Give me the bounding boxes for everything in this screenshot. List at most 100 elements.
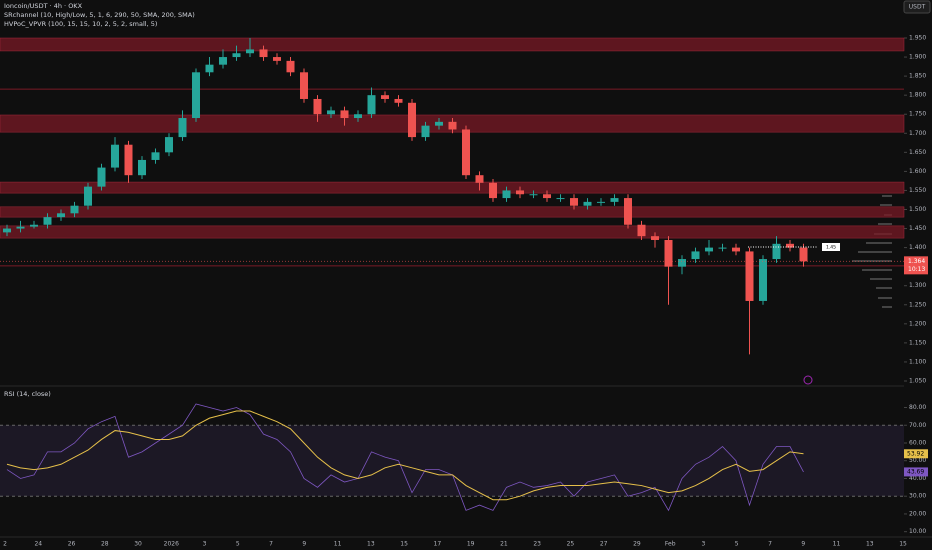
y-tick-label: 1.100 bbox=[909, 358, 926, 365]
candle-body bbox=[637, 224, 646, 237]
candle-body bbox=[259, 49, 268, 58]
candle-body bbox=[462, 129, 470, 176]
candle-body bbox=[273, 57, 281, 61]
candle-body bbox=[165, 137, 173, 153]
x-tick-label: 5 bbox=[236, 541, 240, 548]
candle-body bbox=[664, 239, 673, 267]
y-tick-label: 1.850 bbox=[909, 73, 926, 80]
candle-body bbox=[718, 247, 727, 249]
last-price-box bbox=[904, 256, 928, 275]
y-tick-label: 1.650 bbox=[909, 149, 926, 156]
candle-body bbox=[448, 121, 457, 130]
y-tick-label: 70.00 bbox=[909, 422, 926, 429]
sr-zone bbox=[0, 37, 905, 52]
candle-body bbox=[151, 152, 160, 160]
candle-body bbox=[624, 198, 632, 225]
y-tick-label: 30.00 bbox=[909, 493, 926, 500]
last-price-label: 1.364 bbox=[908, 258, 925, 265]
y-tick-label: 10.00 bbox=[909, 528, 926, 535]
x-tick-label: 5 bbox=[735, 541, 739, 548]
candle-body bbox=[30, 224, 38, 227]
x-tick-label: 15 bbox=[899, 541, 907, 548]
x-tick-label: 24 bbox=[34, 541, 42, 548]
candle-body bbox=[367, 95, 376, 115]
y-tick-label: 40.00 bbox=[909, 475, 926, 482]
candle-body bbox=[421, 125, 430, 138]
currency-box[interactable] bbox=[903, 0, 931, 14]
x-tick-label: 21 bbox=[500, 541, 508, 548]
candle-body bbox=[111, 144, 119, 168]
candle-body bbox=[799, 247, 808, 262]
x-tick-label: 23 bbox=[533, 541, 541, 548]
candle-body bbox=[772, 243, 781, 260]
candle-body bbox=[732, 247, 740, 252]
x-tick-label: 3 bbox=[702, 541, 706, 548]
y-tick-label: 1.200 bbox=[909, 320, 926, 327]
y-tick-label: 50.00 bbox=[909, 457, 926, 464]
y-tick-label: 1.450 bbox=[909, 225, 926, 232]
rsi-value-label: 53.92 bbox=[907, 450, 924, 457]
y-tick-label: 1.950 bbox=[909, 35, 926, 42]
candle-body bbox=[651, 236, 659, 240]
x-tick-label: 30 bbox=[134, 541, 142, 548]
candle-body bbox=[178, 118, 187, 138]
candle-body bbox=[43, 217, 52, 225]
sr-zone bbox=[0, 181, 905, 194]
sr-zone bbox=[0, 225, 905, 239]
candle-body bbox=[475, 175, 484, 183]
x-tick-label: 7 bbox=[768, 541, 772, 548]
countdown: 10:13 bbox=[908, 266, 925, 273]
y-tick-label: 1.700 bbox=[909, 130, 926, 137]
x-tick-label: 28 bbox=[101, 541, 109, 548]
y-tick-label: 1.900 bbox=[909, 54, 926, 61]
y-tick-label: 1.500 bbox=[909, 206, 926, 213]
candle-body bbox=[583, 201, 592, 206]
candle-body bbox=[381, 95, 389, 99]
x-tick-label: 26 bbox=[68, 541, 76, 548]
poc-box bbox=[822, 243, 840, 251]
candle-body bbox=[691, 251, 700, 260]
y-tick-label: 1.150 bbox=[909, 339, 926, 346]
x-tick-label: 25 bbox=[567, 541, 575, 548]
poc-label: 1.45 bbox=[826, 245, 836, 251]
candle-body bbox=[124, 144, 133, 176]
x-tick-label: 13 bbox=[367, 541, 375, 548]
candle-body bbox=[97, 167, 106, 187]
y-tick-label: 1.750 bbox=[909, 111, 926, 118]
x-tick-label: 15 bbox=[400, 541, 408, 548]
candle-body bbox=[192, 72, 200, 119]
x-tick-label: Feb bbox=[665, 541, 676, 548]
candle-body bbox=[502, 190, 511, 199]
y-tick-label: 1.550 bbox=[909, 187, 926, 194]
candle-body bbox=[327, 110, 335, 115]
y-tick-label: 1.050 bbox=[909, 378, 926, 385]
candle-body bbox=[759, 259, 767, 301]
candle-body bbox=[529, 194, 538, 196]
candle-body bbox=[610, 198, 619, 202]
x-tick-label: 11 bbox=[334, 541, 342, 548]
rsi-title: RSI (14, close) bbox=[4, 390, 51, 398]
rsi-value-box bbox=[904, 449, 928, 459]
rsi-line bbox=[6, 403, 804, 512]
y-tick-label: 60.00 bbox=[909, 439, 926, 446]
x-tick-label: 13 bbox=[866, 541, 874, 548]
candle-body bbox=[516, 190, 524, 195]
candle-body bbox=[435, 121, 443, 126]
rsi-value-box bbox=[904, 467, 928, 477]
candle-body bbox=[543, 194, 551, 199]
candle-body bbox=[786, 243, 794, 248]
x-tick-label: 7 bbox=[269, 541, 273, 548]
candle-body bbox=[84, 186, 92, 206]
event-icon[interactable] bbox=[803, 375, 813, 385]
x-tick-label: 2026 bbox=[164, 541, 179, 548]
candle-body bbox=[354, 114, 362, 119]
y-tick-label: 1.400 bbox=[909, 244, 926, 251]
candle-body bbox=[300, 72, 308, 99]
candle-body bbox=[408, 102, 416, 138]
indicator-label: SRchannel (10, High/Low, 5, 1, 6, 290, 5… bbox=[4, 11, 195, 19]
currency[interactable]: USDT bbox=[909, 4, 926, 11]
candle-body bbox=[489, 182, 497, 199]
rsi-band bbox=[0, 425, 904, 497]
x-tick-label: 27 bbox=[600, 541, 608, 548]
